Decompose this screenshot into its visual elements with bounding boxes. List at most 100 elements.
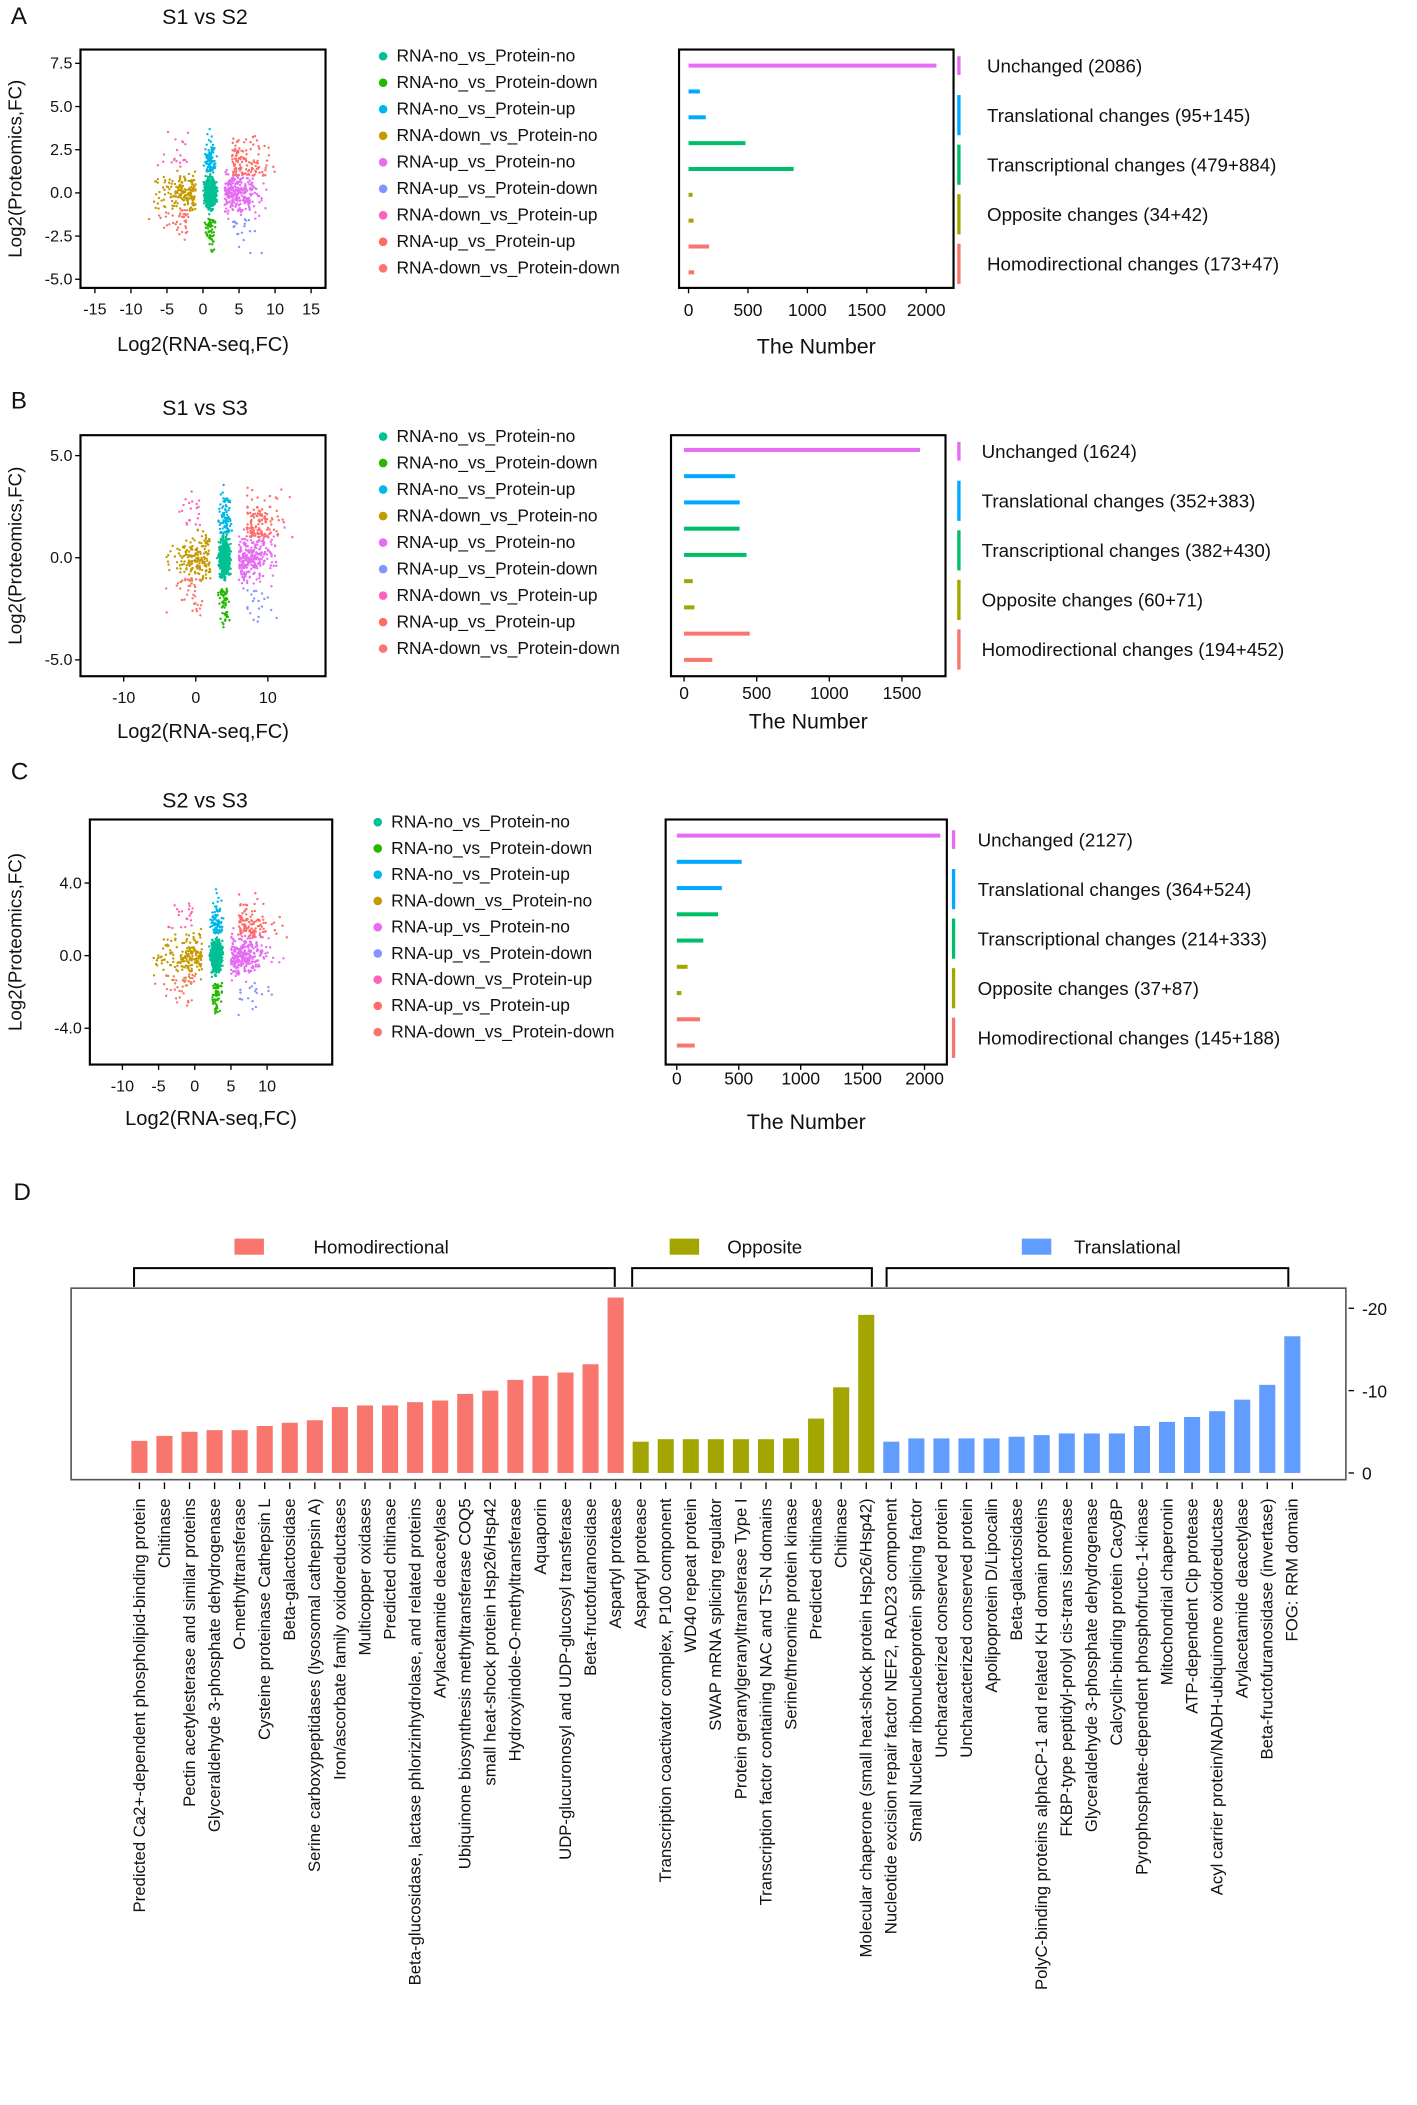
scatter-point bbox=[254, 565, 258, 569]
scatter-point bbox=[187, 934, 191, 937]
scatter-point bbox=[273, 929, 277, 932]
scatter-point bbox=[278, 961, 281, 964]
scatter-point bbox=[190, 579, 194, 582]
scatter-point bbox=[263, 532, 267, 536]
scatter-point bbox=[202, 544, 205, 548]
scatter-point bbox=[250, 910, 254, 913]
scatter-point bbox=[216, 908, 219, 912]
scatter-point bbox=[224, 536, 228, 540]
x-tick-label: 1500 bbox=[883, 683, 922, 703]
scatter-point bbox=[251, 192, 254, 196]
scatter-point bbox=[160, 959, 164, 962]
scatter-point bbox=[200, 559, 204, 562]
scatter-point bbox=[224, 531, 228, 534]
scatter-point bbox=[250, 567, 253, 571]
scatter-point bbox=[205, 559, 209, 562]
category-bar bbox=[356, 1405, 374, 1473]
scatter-point bbox=[223, 497, 227, 501]
category-label: Hydroxyindole-O-methyltransferase bbox=[506, 1498, 525, 1761]
scatter-point bbox=[198, 607, 202, 610]
x-axis-label: The Number bbox=[747, 1110, 866, 1134]
scatter-point bbox=[221, 553, 225, 556]
category-bar bbox=[1184, 1416, 1201, 1473]
legend-marker bbox=[378, 432, 388, 441]
category-label: Uncharacterized conserved protein bbox=[957, 1498, 976, 1757]
scatter-point bbox=[199, 604, 203, 607]
scatter-point bbox=[234, 970, 237, 973]
scatter-point bbox=[254, 217, 257, 220]
scatter-point bbox=[205, 540, 208, 543]
scatter-point bbox=[178, 207, 182, 210]
category-bar bbox=[1108, 1433, 1125, 1473]
scatter-points bbox=[152, 888, 289, 1017]
scatter-point bbox=[152, 956, 155, 960]
scatter-point bbox=[249, 147, 252, 151]
scatter-point bbox=[176, 202, 179, 205]
scatter-point bbox=[237, 535, 241, 538]
scatter-point bbox=[237, 925, 241, 928]
scatter-point bbox=[246, 997, 250, 1000]
scatter-point bbox=[254, 927, 257, 930]
scatter-point bbox=[222, 601, 225, 604]
scatter-point bbox=[227, 184, 230, 187]
category-bar bbox=[682, 1439, 699, 1473]
legend-label: RNA-no_vs_Protein-down bbox=[391, 838, 592, 858]
scatter-point bbox=[225, 615, 228, 619]
scatter-point bbox=[237, 245, 241, 249]
scatter-point bbox=[251, 930, 255, 933]
scatter-point bbox=[202, 164, 206, 167]
scatter-point bbox=[221, 939, 224, 943]
scatter-point bbox=[186, 555, 190, 559]
scatter-point bbox=[257, 599, 260, 603]
scatter-point bbox=[260, 514, 264, 518]
scatter-point bbox=[230, 184, 233, 187]
scatter-point bbox=[237, 232, 240, 236]
scatter-point bbox=[264, 207, 267, 210]
scatter-point bbox=[181, 941, 184, 945]
scatter-point bbox=[239, 540, 242, 543]
scatter-point bbox=[172, 978, 175, 982]
scatter-point bbox=[243, 538, 247, 541]
category-label: FOG: RRM domain bbox=[1283, 1498, 1302, 1641]
scatter-point bbox=[189, 970, 192, 973]
scatter-point bbox=[220, 929, 224, 932]
scatter-point bbox=[224, 542, 228, 546]
category-label: Protein geranylgeranyltransferase Type I bbox=[731, 1498, 750, 1799]
group-label: Opposite changes (37+87) bbox=[978, 978, 1199, 999]
scatter-point bbox=[245, 579, 249, 583]
scatter-point bbox=[179, 587, 182, 590]
scatter-point bbox=[183, 188, 186, 191]
scatter-point bbox=[255, 540, 259, 544]
scatter-point bbox=[208, 570, 212, 574]
category-bar bbox=[457, 1393, 474, 1473]
category-label: Calcyclin-binding protein CacyBP bbox=[1107, 1498, 1126, 1745]
scatter-point bbox=[185, 194, 188, 197]
scatter-point bbox=[245, 913, 248, 916]
scatter-point bbox=[262, 563, 265, 566]
legend-label: RNA-no_vs_Protein-no bbox=[391, 812, 570, 832]
scatter-point bbox=[207, 192, 210, 196]
scatter-point bbox=[204, 533, 208, 537]
legend-label: RNA-up_vs_Protein-no bbox=[396, 532, 575, 552]
scatter-point bbox=[232, 190, 236, 193]
scatter-point bbox=[228, 188, 231, 192]
scatter-point bbox=[240, 538, 244, 541]
scatter-point bbox=[178, 510, 181, 513]
scatter-point bbox=[175, 908, 179, 911]
scatter-point bbox=[208, 223, 211, 226]
scatter-point bbox=[225, 190, 229, 194]
scatter-point bbox=[209, 189, 212, 192]
scatter-point bbox=[246, 505, 249, 508]
scatter-point bbox=[197, 932, 201, 936]
scatter-point bbox=[178, 161, 182, 164]
scatter-point bbox=[165, 611, 168, 614]
scatter-point bbox=[175, 584, 178, 587]
scatter-point bbox=[260, 935, 263, 938]
scatter-point bbox=[205, 557, 208, 560]
scatter-point bbox=[169, 192, 173, 196]
legend-marker bbox=[378, 264, 388, 273]
scatter-point bbox=[270, 543, 273, 546]
scatter-point bbox=[247, 971, 251, 974]
scatter-point bbox=[260, 551, 264, 554]
scatter-point bbox=[179, 189, 183, 192]
